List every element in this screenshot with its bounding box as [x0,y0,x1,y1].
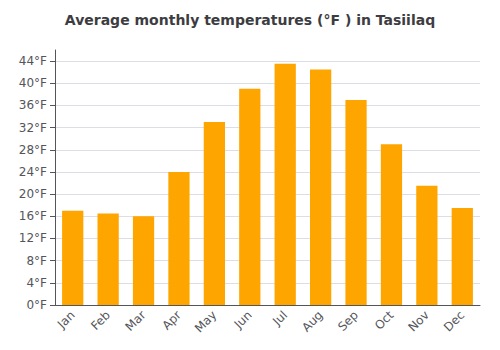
svg-text:44°F: 44°F [19,54,47,68]
svg-text:Jan: Jan [54,308,78,332]
svg-text:24°F: 24°F [19,165,47,179]
svg-text:Average monthly temperatures (: Average monthly temperatures (°F ) in Ta… [65,12,435,28]
svg-text:Sep: Sep [335,308,361,334]
svg-text:Dec: Dec [441,308,467,334]
svg-text:0°F: 0°F [26,298,47,312]
svg-text:Jul: Jul [269,308,290,329]
svg-text:12°F: 12°F [19,231,47,245]
svg-text:20°F: 20°F [19,187,47,201]
svg-text:Aug: Aug [299,308,325,334]
svg-text:28°F: 28°F [19,143,47,157]
svg-text:36°F: 36°F [19,98,47,112]
svg-text:8°F: 8°F [26,254,47,268]
svg-text:Apr: Apr [159,308,184,333]
svg-text:May: May [192,308,219,335]
svg-text:Nov: Nov [405,308,431,334]
svg-text:40°F: 40°F [19,76,47,90]
svg-text:16°F: 16°F [19,209,47,223]
svg-text:Oct: Oct [372,308,397,333]
svg-text:Jun: Jun [231,308,255,332]
svg-text:Feb: Feb [88,308,113,333]
svg-text:4°F: 4°F [26,276,47,290]
svg-text:32°F: 32°F [19,121,47,135]
svg-text:Mar: Mar [123,308,149,334]
